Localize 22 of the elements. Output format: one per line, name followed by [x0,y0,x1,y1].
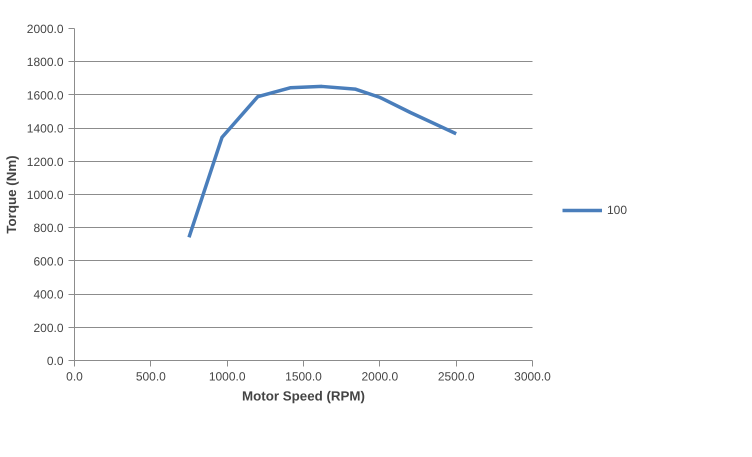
y-tick-label: 1600.0 [26,88,64,102]
legend-label: 100 [607,203,628,217]
y-axis-title: Torque (Nm) [4,155,19,234]
x-tick-label: 3000.0 [514,370,552,384]
y-tick-label: 1000.0 [26,188,64,202]
y-tick-label: 1400.0 [26,122,64,136]
y-tick-label: 200.0 [33,320,64,335]
x-tick-label: 2500.0 [438,370,475,384]
x-axis-title: Motor Speed (RPM) [242,388,365,404]
y-tick-label: 1800.0 [26,55,64,70]
y-tick-label: 600.0 [33,254,64,268]
x-tick-label: 1500.0 [285,370,322,384]
y-tick-label: 0.0 [46,354,64,368]
x-tick-label: 500.0 [136,370,166,384]
x-tick-label: 2000.0 [361,370,399,384]
y-tick-label: 800.0 [33,221,64,236]
x-tick-label: 1000.0 [208,370,246,384]
y-tick-label: 400.0 [33,288,64,302]
line-series [187,84,458,240]
x-tick-label: 0.0 [66,370,84,384]
y-tick-label: 2000.0 [26,22,64,36]
y-tick-label: 1200.0 [26,154,64,169]
